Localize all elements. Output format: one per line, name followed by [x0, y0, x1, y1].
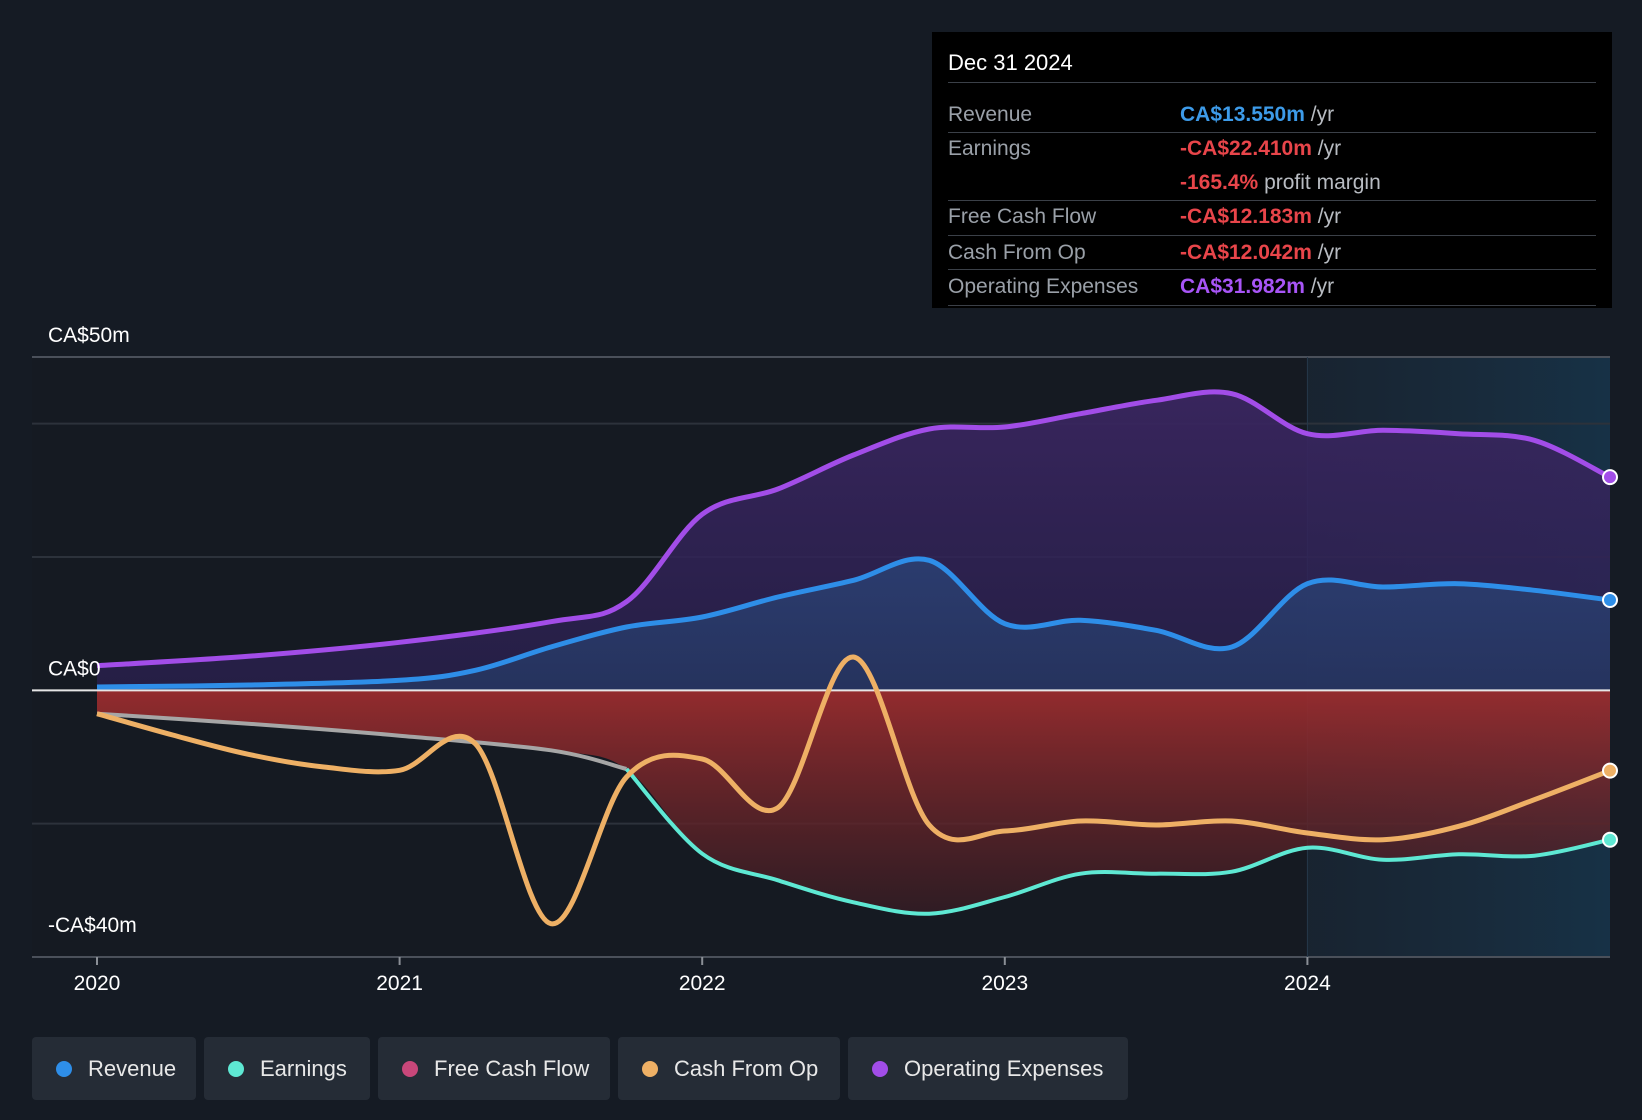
tooltip-label: Cash From Op	[948, 241, 1086, 264]
prior-earnings-line	[96, 711, 627, 771]
tooltip-value: CA$13.550m /yr	[1180, 103, 1335, 126]
revenue-area	[97, 558, 1610, 691]
cash-from-op-line[interactable]	[96, 654, 1611, 927]
legend-item-operating-expenses[interactable]: Operating Expenses	[848, 1037, 1128, 1100]
operating-expenses-area	[97, 391, 1610, 691]
y-axis-label: CA$50m	[48, 324, 130, 347]
earnings-dot-icon	[228, 1061, 244, 1077]
legend-label: Cash From Op	[674, 1056, 819, 1081]
legend-item-revenue[interactable]: Revenue	[32, 1037, 196, 1100]
tooltip-row-operating-expenses: Operating Expenses CA$31.982m /yr	[948, 270, 1596, 304]
legend-item-free-cash-flow[interactable]: Free Cash Flow	[378, 1037, 610, 1100]
x-axis-label: 2023	[981, 972, 1028, 995]
tooltip-divider	[948, 132, 1596, 133]
tooltip-row-profit-margin: -165.4% profit margin	[948, 166, 1596, 200]
tooltip-divider	[948, 82, 1596, 83]
tooltip-value: CA$31.982m /yr	[1180, 275, 1335, 298]
x-axis-label: 2021	[376, 972, 423, 995]
earnings-end-dot	[1602, 831, 1618, 848]
tooltip-value: -165.4% profit margin	[1180, 171, 1381, 194]
legend-label: Operating Expenses	[904, 1056, 1104, 1081]
tooltip-row-free-cash-flow: Free Cash Flow -CA$12.183m /yr	[948, 200, 1596, 234]
tooltip-row-cash-from-op: Cash From Op -CA$12.042m /yr	[948, 236, 1596, 270]
earnings-line[interactable]	[625, 767, 1611, 916]
y-axis-label: CA$0	[48, 657, 101, 680]
tooltip-label: Revenue	[948, 103, 1033, 126]
revenue-end-dot	[1602, 592, 1618, 608]
y-axis-label: -CA$40m	[48, 914, 137, 937]
free-cash-flow-dot-icon	[402, 1061, 418, 1077]
x-axis-label: 2024	[1284, 972, 1331, 995]
revenue-dot-icon	[56, 1061, 72, 1077]
tooltip-label: Earnings	[948, 137, 1031, 160]
cash-from-op-end-dot	[1602, 762, 1618, 779]
operating-expenses-end-dot	[1602, 469, 1618, 486]
tooltip-row-revenue: Revenue CA$13.550m /yr	[948, 98, 1596, 132]
tooltip-row-earnings: Earnings -CA$22.410m /yr	[948, 132, 1596, 166]
legend-label: Revenue	[88, 1056, 177, 1081]
x-axis-label: 2022	[679, 972, 726, 995]
negative-area	[97, 690, 1610, 914]
tooltip-divider	[948, 305, 1596, 306]
legend-item-cash-from-op[interactable]: Cash From Op	[618, 1037, 840, 1100]
tooltip-value: -CA$12.183m /yr	[1180, 205, 1342, 228]
tooltip-value: -CA$12.042m /yr	[1180, 241, 1342, 264]
legend-item-earnings[interactable]: Earnings	[204, 1037, 370, 1100]
tooltip-label: Free Cash Flow	[948, 205, 1097, 228]
legend-label: Earnings	[260, 1056, 347, 1081]
revenue-line[interactable]	[96, 556, 1611, 690]
tooltip-divider	[948, 200, 1596, 201]
operating-expenses-dot-icon	[872, 1061, 888, 1077]
tooltip-value: -CA$22.410m /yr	[1180, 137, 1342, 160]
tooltip: Dec 31 2024 Revenue CA$13.550m /yr Earni…	[932, 32, 1612, 308]
cash-from-op-dot-icon	[642, 1061, 658, 1077]
tooltip-divider	[948, 269, 1596, 270]
operating-expenses-line[interactable]	[96, 389, 1612, 669]
tooltip-divider	[948, 235, 1596, 236]
tooltip-label: Operating Expenses	[948, 275, 1139, 298]
legend-label: Free Cash Flow	[434, 1056, 590, 1081]
tooltip-date: Dec 31 2024	[948, 50, 1073, 75]
x-axis-label: 2020	[74, 972, 121, 995]
